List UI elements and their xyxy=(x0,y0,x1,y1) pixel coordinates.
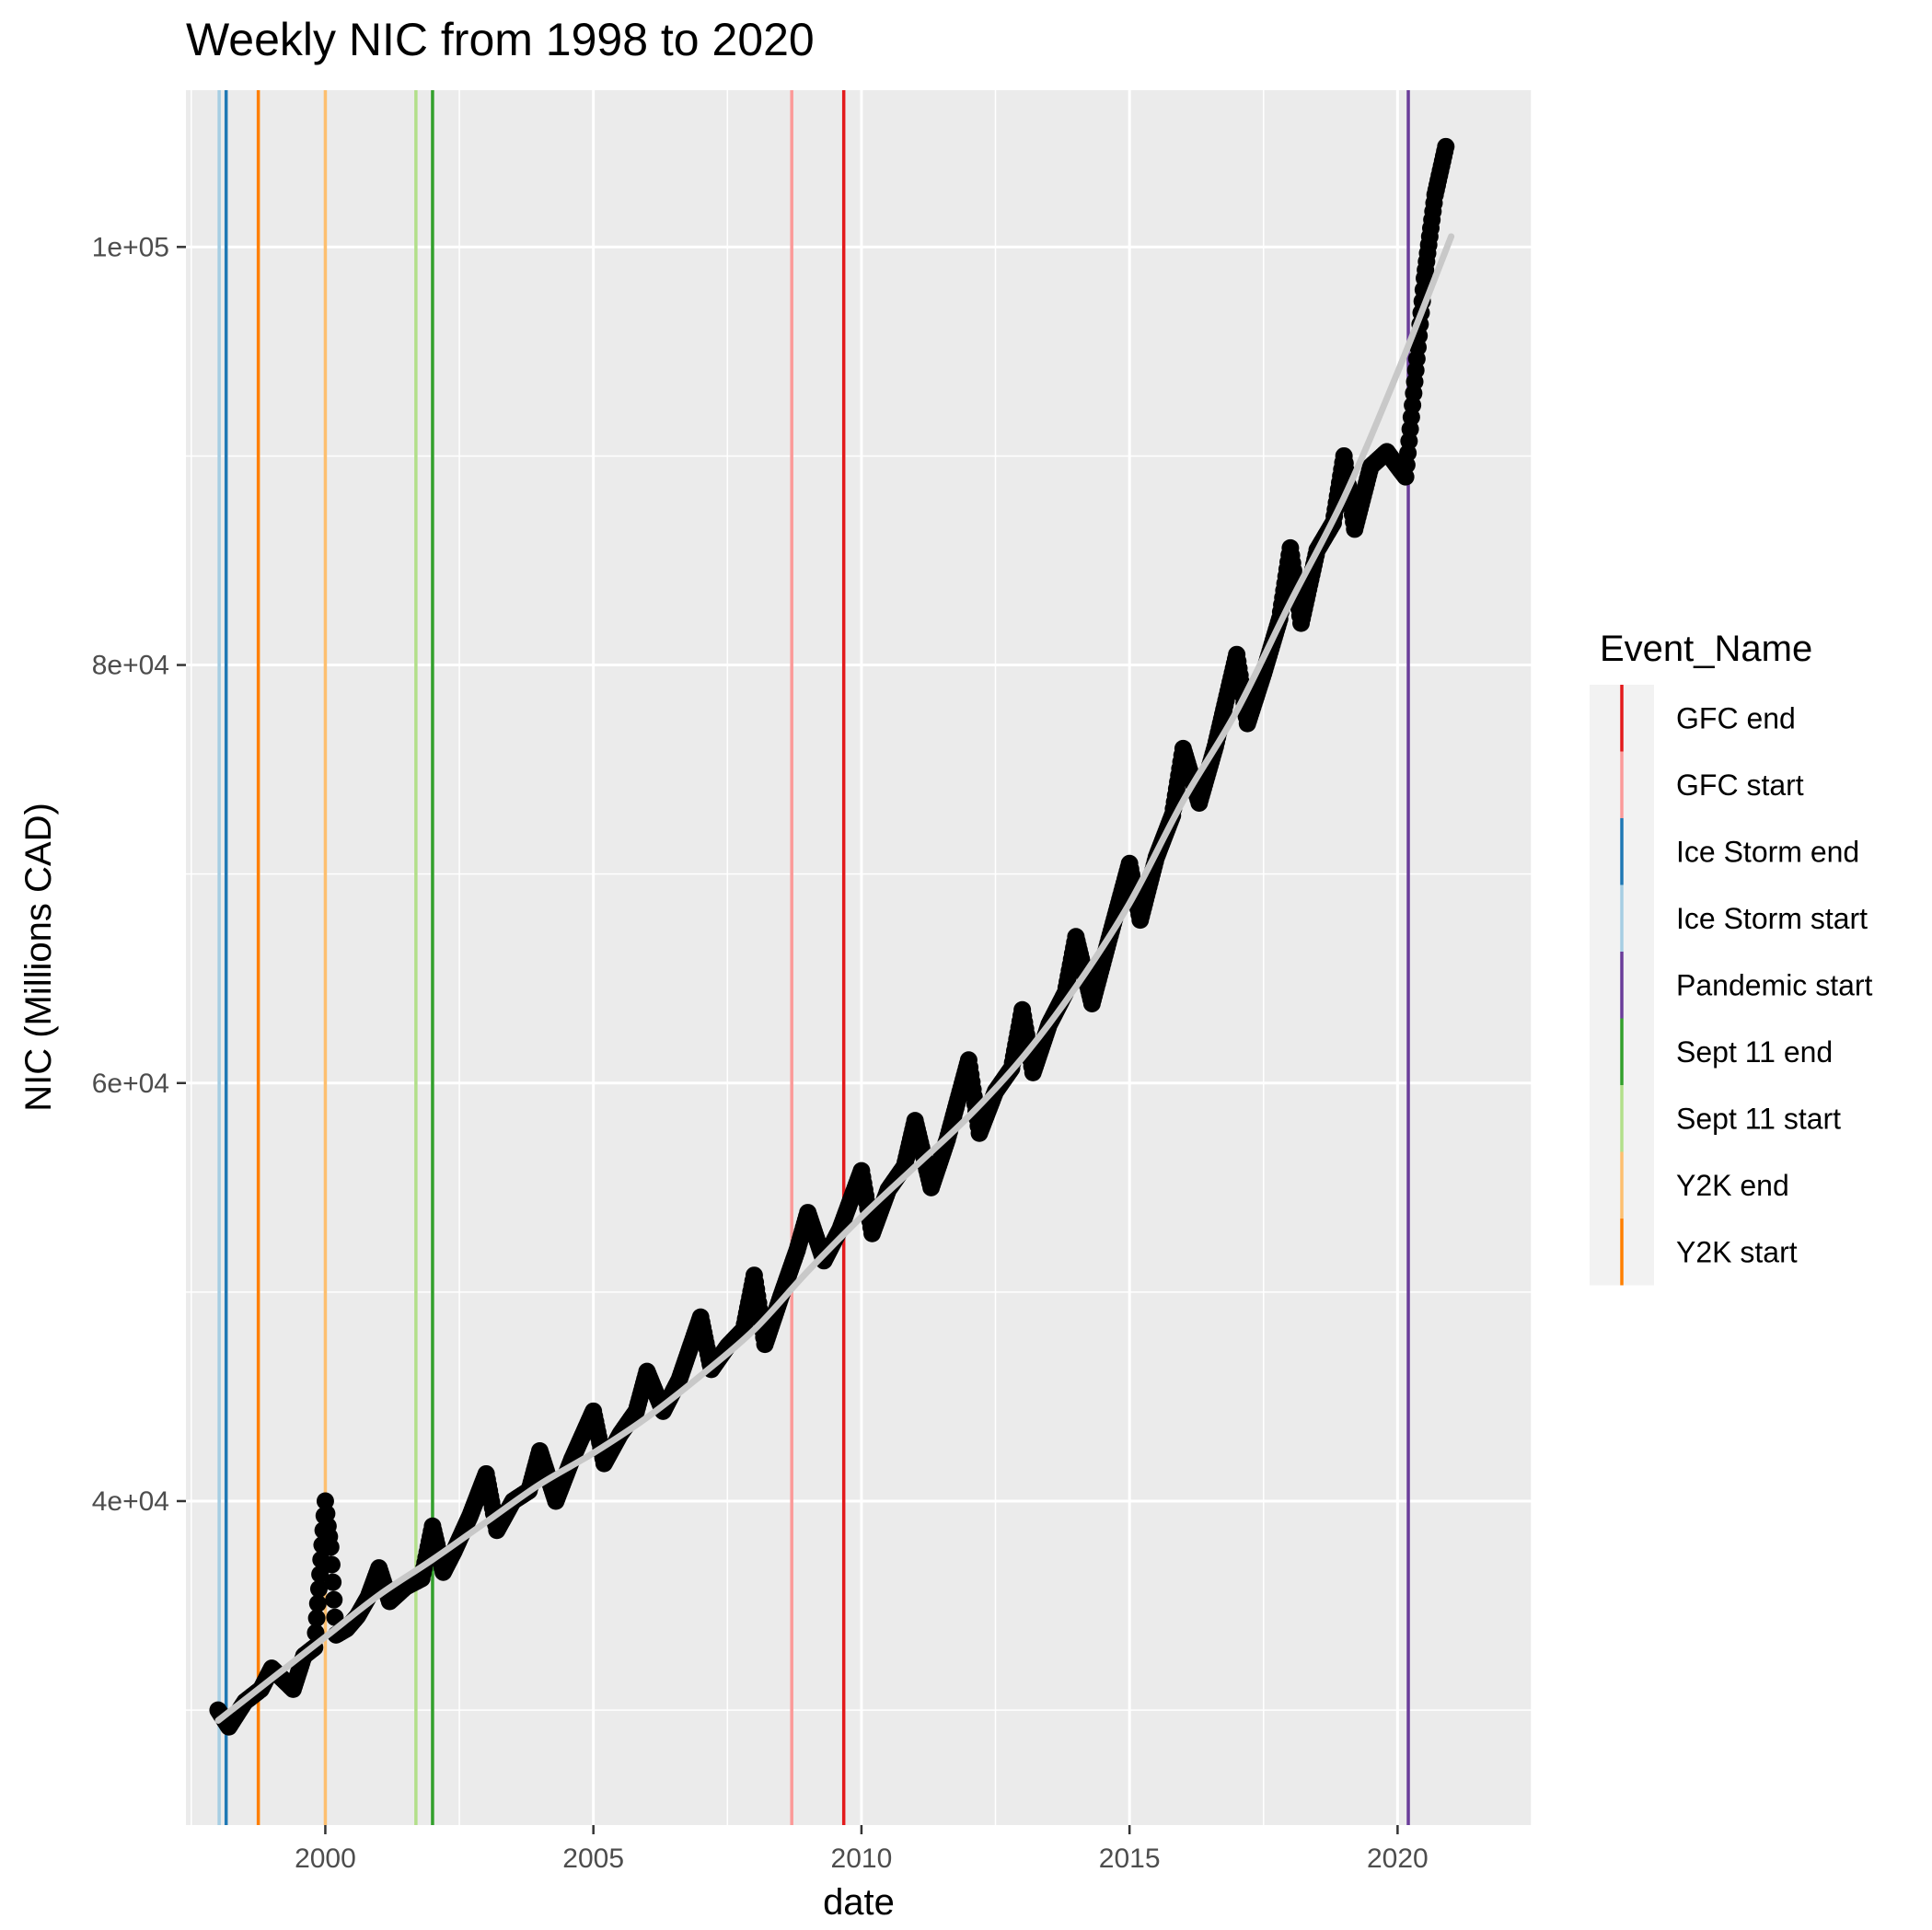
data-point-105 xyxy=(322,1555,341,1574)
y-tick-label-1: 6e+04 xyxy=(92,1069,169,1099)
data-point-94 xyxy=(309,1579,328,1598)
legend-label-3: Ice Storm start xyxy=(1676,902,1868,935)
data-points xyxy=(209,137,1455,1736)
data-point-106 xyxy=(324,1573,342,1591)
y-axis-title: NIC (Millions CAD) xyxy=(18,803,59,1112)
x-tick-label-2: 2010 xyxy=(831,1843,893,1874)
data-point-93 xyxy=(308,1594,327,1612)
chart-title: Weekly NIC from 1998 to 2020 xyxy=(186,14,815,65)
legend-label-5: Sept 11 end xyxy=(1676,1035,1833,1069)
x-axis: 2000 2005 2010 2015 2020 xyxy=(295,1825,1429,1874)
data-point-92 xyxy=(307,1609,326,1627)
legend-label-1: GFC start xyxy=(1676,769,1804,802)
plot-panel xyxy=(186,90,1532,1825)
x-tick-label-1: 2005 xyxy=(562,1843,624,1874)
y-tick-label-3: 1e+05 xyxy=(92,232,169,262)
data-point-104 xyxy=(321,1538,340,1556)
legend-label-2: Ice Storm end xyxy=(1676,835,1859,868)
legend-label-6: Sept 11 start xyxy=(1676,1102,1841,1135)
trend-line xyxy=(214,233,1455,1724)
data-point-95 xyxy=(311,1565,330,1583)
legend-label-7: Y2K end xyxy=(1676,1169,1789,1202)
legend: Event_Name GFC end GFC start Ice Storm end… xyxy=(1590,629,1873,1286)
data-point-107 xyxy=(325,1590,343,1609)
x-axis-title: date xyxy=(823,1882,895,1923)
grid-minor xyxy=(186,90,1533,1825)
data-point-108 xyxy=(326,1608,344,1626)
y-axis: 4e+04 6e+04 8e+04 1e+05 xyxy=(92,232,186,1517)
y-tick-label-2: 8e+04 xyxy=(92,651,169,681)
y-tick-label-0: 4e+04 xyxy=(92,1486,169,1517)
legend-label-0: GFC end xyxy=(1676,701,1796,734)
x-tick-label-3: 2015 xyxy=(1099,1843,1161,1874)
legend-title: Event_Name xyxy=(1600,629,1812,669)
legend-label-8: Y2K start xyxy=(1676,1235,1798,1268)
x-tick-label-4: 2020 xyxy=(1367,1843,1429,1874)
x-tick-label-0: 2000 xyxy=(295,1843,356,1874)
data-point-1144 xyxy=(1437,137,1455,156)
legend-keys: GFC end GFC start Ice Storm end Ice Storm s… xyxy=(1590,685,1873,1286)
legend-label-4: Pandemic start xyxy=(1676,968,1873,1001)
